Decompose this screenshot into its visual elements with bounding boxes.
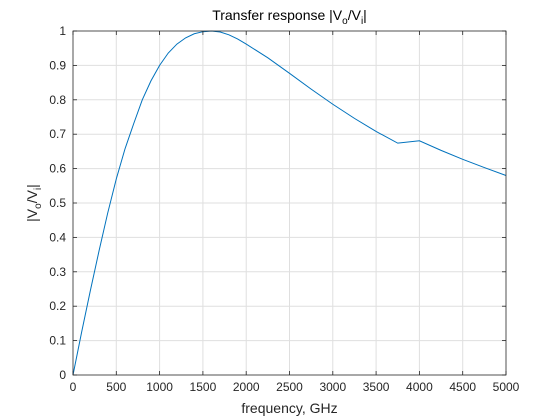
y-tick-label: 0.7	[49, 127, 66, 141]
x-axis-label: frequency, GHz	[241, 400, 337, 416]
y-tick-label: 0.6	[49, 162, 66, 176]
x-tick-label: 1500	[190, 380, 217, 394]
y-tick-label: 0	[59, 368, 66, 382]
x-tick-label: 5000	[493, 380, 520, 394]
y-tick-label: 0.4	[49, 230, 66, 244]
y-tick-labels: 0 0.1 0.2 0.3 0.4 0.5 0.6 0.7 0.8 0.9 1	[49, 24, 66, 382]
x-tick-label: 4500	[449, 380, 476, 394]
x-tick-labels: 0 500 1000 1500 2000 2500 3000 3500 4000 4500 5000	[70, 380, 520, 394]
y-tick-label: 1	[59, 24, 66, 38]
grid	[73, 31, 506, 375]
x-tick-label: 500	[106, 380, 126, 394]
y-tick-label: 0.2	[49, 299, 66, 313]
y-tick-label: 0.8	[49, 93, 66, 107]
x-tick-label: 3500	[363, 380, 390, 394]
x-tick-label: 0	[70, 380, 77, 394]
y-tick-label: 0.3	[49, 265, 66, 279]
x-tick-label: 1000	[146, 380, 173, 394]
y-tick-label: 0.1	[49, 334, 66, 348]
x-tick-label: 2000	[233, 380, 260, 394]
chart-title: Transfer response |Vo/Vi|	[212, 7, 367, 27]
x-tick-label: 2500	[276, 380, 303, 394]
ticks	[72, 30, 507, 376]
x-tick-label: 4000	[406, 380, 433, 394]
y-tick-label: 0.9	[49, 58, 66, 72]
x-tick-label: 3000	[319, 380, 346, 394]
y-axis-label: |Vo/Vi|	[24, 184, 44, 222]
y-tick-label: 0.5	[49, 196, 66, 210]
